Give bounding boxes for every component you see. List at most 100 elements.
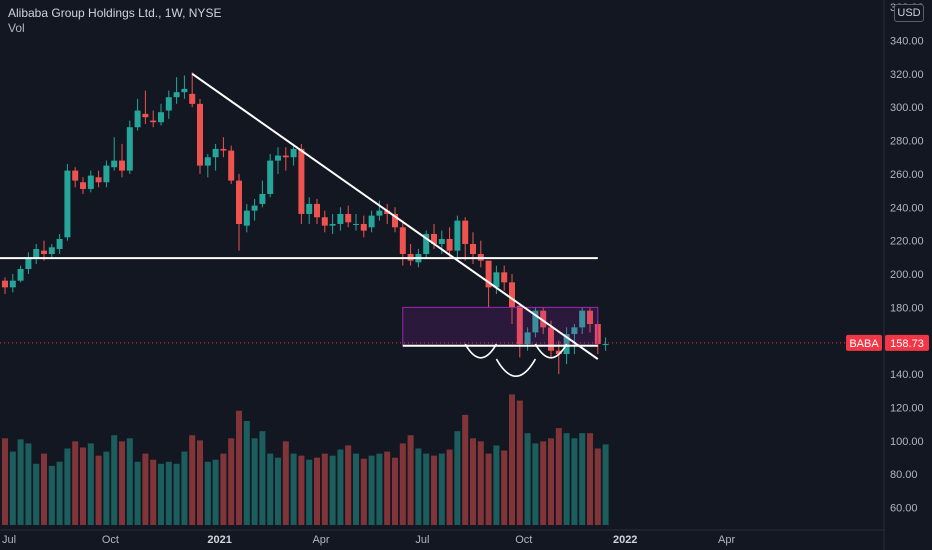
candle-body[interactable] (345, 213, 352, 223)
volume-bar (158, 463, 164, 525)
candle-body[interactable] (462, 220, 469, 244)
candle-body[interactable] (189, 93, 196, 104)
candle-body[interactable] (126, 127, 133, 171)
candle-body[interactable] (524, 332, 531, 345)
candle-body[interactable] (540, 310, 547, 328)
y-tick-label: 200.00 (890, 269, 924, 281)
candle-body[interactable] (306, 203, 313, 214)
candle-body[interactable] (181, 88, 188, 93)
candle-body[interactable] (267, 160, 274, 194)
candle-body[interactable] (298, 148, 305, 214)
volume-bar (189, 435, 196, 525)
candle-body[interactable] (228, 150, 235, 181)
candle-body[interactable] (17, 268, 24, 281)
volume-bar (532, 443, 539, 525)
candle-body[interactable] (282, 155, 289, 158)
candle-body[interactable] (368, 215, 375, 228)
candle-body[interactable] (220, 148, 227, 151)
candle-body[interactable] (56, 238, 63, 249)
candle-body[interactable] (41, 250, 47, 254)
candle-body[interactable] (243, 210, 250, 226)
candle-body[interactable] (399, 227, 406, 254)
candle-body[interactable] (360, 223, 367, 231)
candle-body[interactable] (119, 160, 125, 171)
x-tick-label: Apr (312, 534, 329, 546)
candle-body[interactable] (431, 233, 437, 244)
candle-body[interactable] (392, 213, 398, 228)
price-tag-box[interactable] (885, 334, 929, 351)
candle-body[interactable] (212, 148, 219, 158)
volume-label[interactable]: Vol (8, 21, 25, 35)
candle-body[interactable] (236, 180, 242, 224)
y-tick-label: 220.00 (890, 236, 924, 248)
candle-body[interactable] (103, 165, 110, 183)
candle-body[interactable] (516, 305, 523, 345)
candle-body[interactable] (2, 280, 8, 288)
candle-body[interactable] (485, 260, 492, 288)
candle-body[interactable] (33, 248, 40, 258)
currency-badge[interactable]: USD (894, 4, 924, 22)
candle-body[interactable] (579, 310, 586, 328)
candle-body[interactable] (290, 148, 297, 158)
candle-body[interactable] (150, 120, 157, 123)
candle-body[interactable] (142, 113, 149, 118)
candle-body[interactable] (87, 175, 94, 189)
candle-body[interactable] (173, 92, 180, 98)
pattern-arc[interactable] (495, 358, 537, 377)
consolidation-box[interactable] (402, 306, 599, 347)
candle-body[interactable] (48, 247, 55, 254)
candle-body[interactable] (423, 233, 430, 254)
candle-body[interactable] (158, 112, 164, 123)
symbol-tag-box[interactable] (846, 334, 882, 351)
candle-body[interactable] (446, 238, 453, 251)
candle-body[interactable] (571, 327, 578, 335)
candle-body[interactable] (376, 210, 383, 216)
pattern-arc[interactable] (464, 343, 498, 359)
candle-body[interactable] (384, 210, 391, 214)
trendline[interactable] (191, 73, 599, 360)
candle-body[interactable] (493, 272, 500, 288)
chart-legend: Alibaba Group Holdings Ltd., 1W, NYSE Vo… (8, 6, 221, 36)
candle-body[interactable] (134, 110, 141, 128)
candle-body[interactable] (9, 280, 16, 288)
candle-body[interactable] (251, 205, 258, 211)
candle-body[interactable] (337, 213, 344, 224)
symbol-title[interactable]: Alibaba Group Holdings Ltd., 1W, NYSE (8, 6, 222, 20)
candle-body[interactable] (353, 223, 359, 225)
candle-body[interactable] (204, 157, 211, 166)
candle-body[interactable] (602, 344, 609, 346)
candle-body[interactable] (111, 160, 118, 168)
candle-body[interactable] (509, 282, 515, 308)
volume-bar (64, 448, 71, 525)
volume-bar (563, 433, 570, 525)
candle-body[interactable] (548, 327, 554, 351)
volume-bar (87, 443, 94, 525)
candle-body[interactable] (329, 223, 336, 226)
candle-body[interactable] (555, 350, 562, 355)
candle-body[interactable] (165, 97, 172, 111)
volume-bar (485, 453, 492, 525)
volume-bar (329, 455, 336, 525)
pattern-arc[interactable] (534, 343, 568, 359)
candle-body[interactable] (64, 170, 71, 238)
candle-body[interactable] (454, 220, 461, 251)
volume-bar (165, 461, 172, 525)
candle-body[interactable] (438, 238, 445, 244)
candle-body[interactable] (25, 257, 32, 269)
volume-bar (399, 443, 406, 525)
candle-body[interactable] (532, 310, 539, 333)
candle-body[interactable] (259, 193, 266, 204)
candle-body[interactable] (95, 177, 102, 183)
candle-body[interactable] (501, 272, 508, 283)
candle-body[interactable] (470, 243, 476, 254)
candle-body[interactable] (321, 217, 328, 226)
candle-body[interactable] (72, 170, 79, 181)
candle-body[interactable] (80, 182, 86, 189)
candle-body[interactable] (197, 103, 203, 166)
volume-bar (415, 448, 422, 525)
candle-body[interactable] (275, 155, 281, 161)
candle-body[interactable] (314, 203, 320, 218)
y-tick-label: 280.00 (890, 136, 924, 148)
candle-body[interactable] (587, 310, 593, 325)
